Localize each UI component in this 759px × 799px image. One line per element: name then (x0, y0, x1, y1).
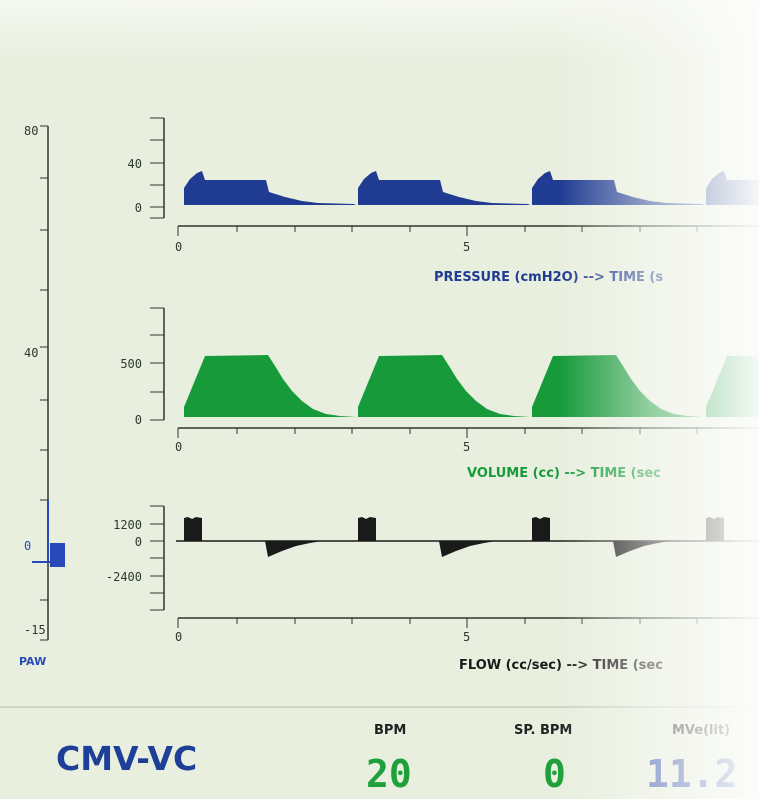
paw-tick-80: 80 (24, 124, 38, 138)
paw-tick-0: 0 (24, 539, 31, 553)
paw-tick-minus15: -15 (24, 623, 46, 637)
volume-y-label-500: 500 (120, 357, 142, 371)
pressure-chart: 40 0 0 5 PRESSURE (cmH2O) --> TIME (s (128, 117, 759, 285)
flow-x-label-5: 5 (463, 630, 470, 644)
pressure-x-label-0: 0 (175, 240, 182, 254)
flow-y-label-0: 0 (135, 535, 142, 549)
flow-y-label-minus2400: -2400 (106, 570, 142, 584)
pressure-breath-1 (184, 171, 356, 205)
flow-y-label-1200: 1200 (113, 518, 142, 532)
pressure-y-label-0: 0 (135, 201, 142, 215)
bpm-value: 20 (366, 752, 412, 796)
flow-inspiration-3 (532, 517, 550, 541)
volume-y-label-0: 0 (135, 413, 142, 427)
paw-gauge: 80 40 0 -15 PAW (19, 124, 65, 668)
volume-title: VOLUME (cc) --> TIME (sec (467, 466, 661, 481)
mve-value: 11.2 (646, 752, 738, 796)
volume-x-label-5: 5 (463, 440, 470, 454)
flow-expiration-3 (613, 541, 670, 557)
volume-chart: 500 0 0 5 VOLUME (cc) --> TIME (sec (120, 307, 759, 481)
flow-expiration-1 (265, 541, 322, 557)
sp-bpm-value: 0 (543, 752, 566, 796)
flow-inspiration-2 (358, 517, 376, 541)
flow-expiration-2 (439, 541, 496, 557)
volume-breath-3 (532, 355, 704, 417)
pressure-breath-4 (706, 171, 759, 205)
bpm-label: BPM (374, 723, 406, 738)
volume-breath-4 (706, 355, 759, 417)
ventilation-mode: CMV-VC (56, 739, 197, 778)
flow-inspiration-1 (184, 517, 202, 541)
footer-panel: CMV-VC BPM 20 SP. BPM 0 MVe(lit) 11.2 (0, 706, 759, 796)
mve-label: MVe(lit) (672, 723, 730, 738)
volume-x-label-0: 0 (175, 440, 182, 454)
pressure-title: PRESSURE (cmH2O) --> TIME (s (434, 270, 663, 285)
volume-breath-2 (358, 355, 530, 417)
sp-bpm-label: SP. BPM (514, 723, 572, 738)
volume-breath-1 (184, 355, 356, 417)
pressure-breath-3 (532, 171, 704, 205)
flow-inspiration-4 (706, 517, 724, 541)
pressure-x-label-5: 5 (463, 240, 470, 254)
flow-x-label-0: 0 (175, 630, 182, 644)
pressure-y-label-40: 40 (128, 157, 142, 171)
paw-level-bar (50, 543, 65, 567)
flow-title: FLOW (cc/sec) --> TIME (sec (459, 658, 663, 673)
paw-tick-40: 40 (24, 346, 38, 360)
pressure-breath-2 (358, 171, 530, 205)
flow-chart: 1200 0 -2400 0 5 FLOW (cc/sec) --> TIME … (106, 505, 759, 673)
paw-label: PAW (19, 655, 46, 668)
